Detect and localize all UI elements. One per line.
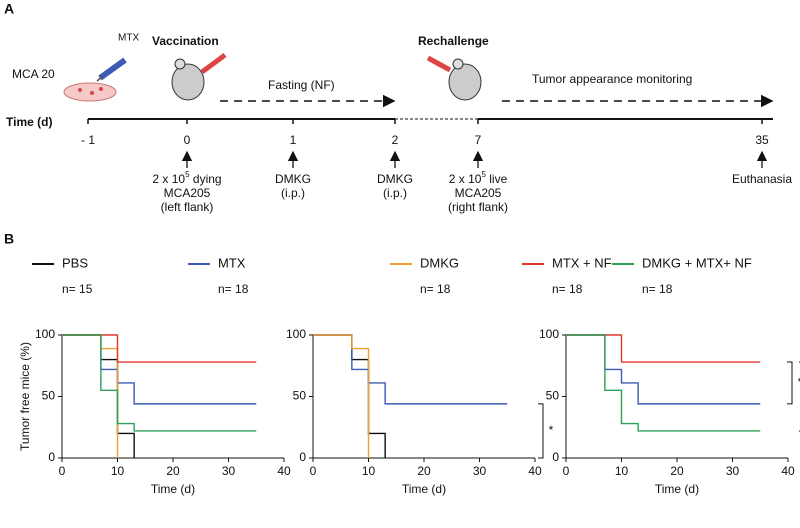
note-text: Euthanasia: [732, 172, 792, 186]
significance-bracket: [538, 403, 544, 459]
timeline-tick-label: 7: [475, 133, 482, 147]
legend-label: PBS: [62, 255, 88, 270]
timeline-tick-label: 1: [290, 133, 297, 147]
note-text: 2 x 105 dying: [152, 170, 221, 186]
note-text: MCA205: [164, 186, 211, 200]
legend-n: n= 18: [218, 282, 249, 296]
x-tick-label: 10: [111, 464, 125, 478]
x-tick-label: 0: [59, 464, 66, 478]
legend-label: MTX + NF: [552, 255, 612, 270]
x-axis-label: Time (d): [655, 482, 699, 496]
x-tick-label: 30: [726, 464, 740, 478]
x-tick-label: 40: [528, 464, 542, 478]
x-tick-label: 30: [222, 464, 236, 478]
survival-line: [62, 334, 257, 363]
y-tick-label: 50: [42, 389, 56, 403]
x-axis-label: Time (d): [151, 482, 195, 496]
note-text: live: [486, 172, 508, 186]
significance-label: *: [798, 375, 800, 389]
note-text: dying: [190, 172, 222, 186]
timeline-tick-label: - 1: [81, 133, 95, 147]
survival-line: [566, 334, 761, 363]
y-axis-label: Tumor free mice (%): [18, 342, 32, 451]
timeline-tick-label: 2: [392, 133, 399, 147]
note-text: (right flank): [448, 200, 508, 214]
phase-label: Vaccination: [152, 34, 219, 48]
x-tick-label: 0: [310, 464, 317, 478]
phase-label: Fasting (NF): [268, 78, 335, 92]
y-tick-label: 0: [552, 450, 559, 464]
x-tick-label: 20: [166, 464, 180, 478]
significance-label: *: [549, 423, 554, 437]
y-tick-label: 0: [48, 450, 55, 464]
survival-line: [566, 334, 761, 432]
legend-n: n= 18: [420, 282, 451, 296]
legend-n: n= 18: [642, 282, 673, 296]
note-text: (left flank): [161, 200, 214, 214]
note-text: (i.p.): [383, 186, 407, 200]
phase-label: Rechallenge: [418, 34, 489, 48]
survival-line: [313, 334, 386, 458]
legend-n: n= 15: [62, 282, 93, 296]
survival-line: [566, 334, 761, 405]
x-tick-label: 40: [277, 464, 291, 478]
note-text: 2 x 105 live: [449, 170, 508, 186]
legend-label: DMKG: [420, 255, 459, 270]
significance-bracket: [787, 361, 793, 405]
x-tick-label: 10: [615, 464, 629, 478]
panel-letter: A: [4, 1, 14, 17]
note-text: 2 x 10: [449, 172, 482, 186]
timeline-label: Time (d): [6, 115, 52, 129]
phase-label: Tumor appearance monitoring: [532, 72, 692, 86]
timeline-tick-label: 0: [184, 133, 191, 147]
survival-line: [62, 334, 119, 458]
timeline-tick-label: 35: [755, 133, 769, 147]
survival-line: [62, 334, 257, 432]
note-superscript: 5: [481, 170, 486, 179]
note-text: (i.p.): [281, 186, 305, 200]
note-text: MCA205: [455, 186, 502, 200]
note-superscript: 5: [185, 170, 190, 179]
survival-line: [313, 334, 370, 458]
note-text: DMKG: [275, 172, 311, 186]
legend-n: n= 18: [552, 282, 583, 296]
x-tick-label: 10: [362, 464, 376, 478]
survival-line: [313, 334, 508, 405]
icons: [63, 52, 482, 102]
x-tick-label: 30: [473, 464, 487, 478]
x-tick-label: 0: [563, 464, 570, 478]
legend-label: MTX: [218, 255, 246, 270]
y-tick-label: 50: [293, 389, 307, 403]
x-axis-label: Time (d): [402, 482, 446, 496]
survival-line: [62, 334, 135, 458]
note-text: 2 x 10: [152, 172, 185, 186]
panel-letter: B: [4, 231, 14, 247]
survival-line: [62, 334, 257, 405]
x-tick-label: 20: [670, 464, 684, 478]
x-tick-label: 40: [781, 464, 795, 478]
x-tick-label: 20: [417, 464, 431, 478]
y-tick-label: 100: [286, 327, 306, 341]
y-tick-label: 50: [546, 389, 560, 403]
sample-label: MCA 20: [12, 67, 55, 81]
note-text: DMKG: [377, 172, 413, 186]
y-tick-label: 0: [299, 450, 306, 464]
legend-label: DMKG + MTX+ NF: [642, 255, 752, 270]
y-tick-label: 100: [539, 327, 559, 341]
drug-label: MTX: [118, 33, 139, 44]
y-tick-label: 100: [35, 327, 55, 341]
